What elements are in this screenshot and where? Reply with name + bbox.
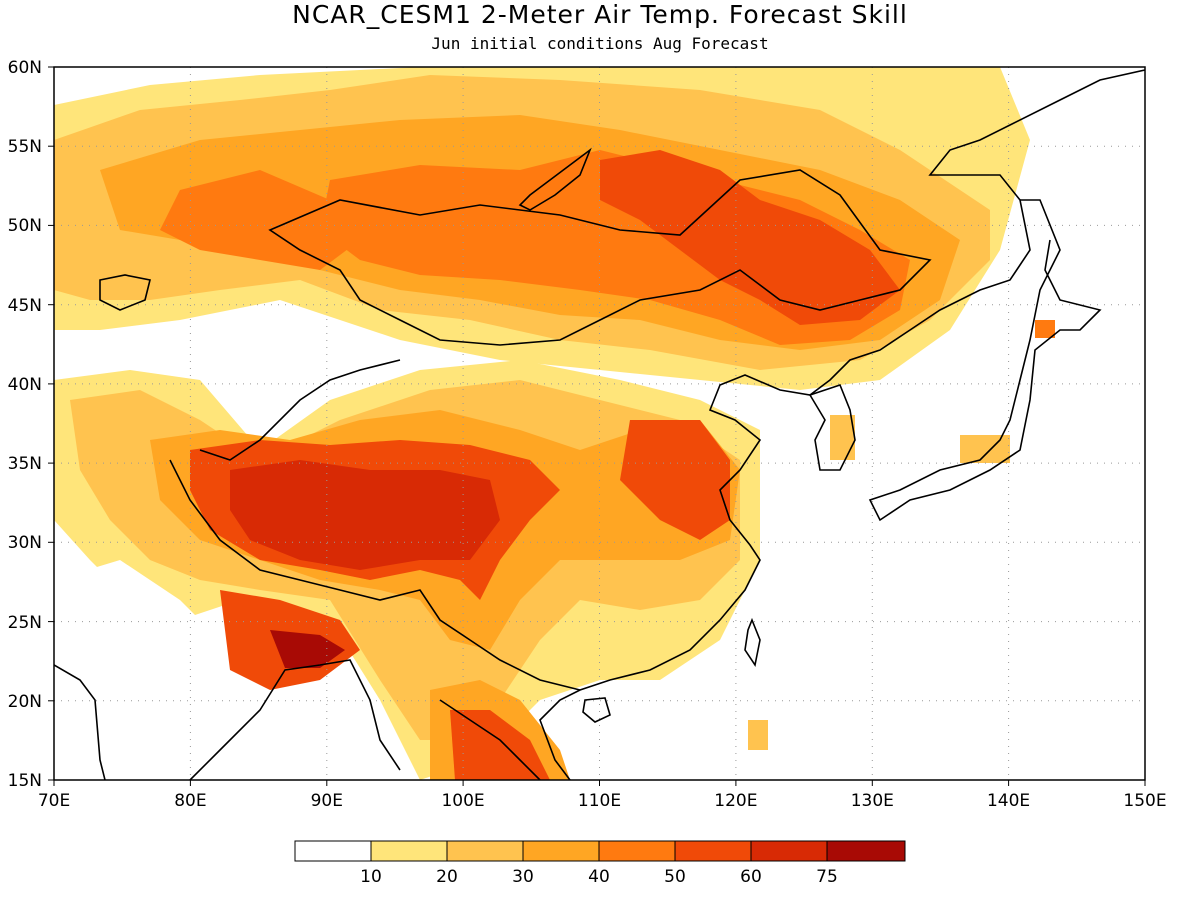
taiwan-coastline <box>744 617 761 668</box>
lat-label: 40N <box>8 375 42 395</box>
skill-patch-hokkaido <box>1035 320 1055 338</box>
skill-patch-japan-south <box>960 435 1010 463</box>
colorbar-swatch <box>826 840 906 862</box>
skill-region-india-white <box>54 560 240 780</box>
skill-patch-korea <box>830 415 855 460</box>
skill-patch-taiwan <box>748 720 768 750</box>
lon-label: 110E <box>578 791 621 811</box>
lon-label: 80E <box>174 791 206 811</box>
colorbar-swatch <box>750 840 828 862</box>
baikal-lake <box>518 147 592 211</box>
lon-label: 150E <box>1123 791 1166 811</box>
colorbar-swatch <box>446 840 524 862</box>
lat-label: 60N <box>8 58 42 78</box>
himalaya-border <box>169 459 581 691</box>
colorbar-label: 40 <box>588 867 610 887</box>
skill-region-east-china-red <box>620 420 730 540</box>
bay-of-bengal-coastline <box>189 659 401 780</box>
colorbar-label: 20 <box>436 867 458 887</box>
colorbar-swatch <box>294 840 372 862</box>
lat-label: 15N <box>8 771 42 791</box>
colorbar-swatch <box>674 840 752 862</box>
lat-label: 20N <box>8 692 42 712</box>
colorbar-label: 10 <box>360 867 382 887</box>
skill-region-bengal-deep-red <box>270 630 345 668</box>
lon-label: 70E <box>38 791 70 811</box>
hainan-coastline <box>582 697 611 723</box>
colorbar-swatch <box>522 840 600 862</box>
colorbar-swatch <box>370 840 448 862</box>
lon-label: 90E <box>311 791 343 811</box>
coastlines <box>54 69 1145 780</box>
colorbar-label: 30 <box>512 867 534 887</box>
caspian-aral-coastline <box>99 274 151 311</box>
lon-label: 130E <box>851 791 894 811</box>
colorbar-label: 50 <box>664 867 686 887</box>
lat-label: 55N <box>8 137 42 157</box>
korea-coastline <box>808 384 856 471</box>
skill-region-manchuria-deep-red <box>600 150 900 325</box>
japan-coastline <box>868 199 1102 522</box>
map-subtitle: Jun initial conditions Aug Forecast <box>431 34 769 53</box>
lon-tick-labels: 70E 80E 90E 100E 110E 120E 130E 140E 150… <box>38 791 1167 811</box>
skill-region-west-red <box>160 170 360 270</box>
india-coastline <box>54 664 106 780</box>
lon-label: 120E <box>714 791 757 811</box>
china-west-border <box>199 359 401 461</box>
lat-label: 25N <box>8 613 42 633</box>
lat-label: 50N <box>8 216 42 236</box>
lon-label: 140E <box>987 791 1030 811</box>
colorbar: 10 20 30 40 50 60 75 <box>294 840 906 887</box>
lat-label: 30N <box>8 533 42 553</box>
skill-region-indochina-red <box>450 710 550 780</box>
lat-label: 35N <box>8 454 42 474</box>
colorbar-label: 60 <box>740 867 762 887</box>
east-asia-coastline <box>539 69 1145 780</box>
skill-shading <box>54 67 1055 780</box>
colorbar-label: 75 <box>816 867 838 887</box>
colorbar-swatch <box>598 840 676 862</box>
map-title: NCAR_CESM1 2-Meter Air Temp. Forecast Sk… <box>292 0 908 29</box>
lat-tick-labels: 15N 20N 25N 30N 35N 40N 45N 50N 55N 60N <box>8 58 42 791</box>
indochina-coastline <box>439 699 541 780</box>
tick-marks <box>48 66 1146 786</box>
lat-label: 45N <box>8 296 42 316</box>
lon-label: 100E <box>441 791 484 811</box>
mongolia-border <box>268 169 932 346</box>
